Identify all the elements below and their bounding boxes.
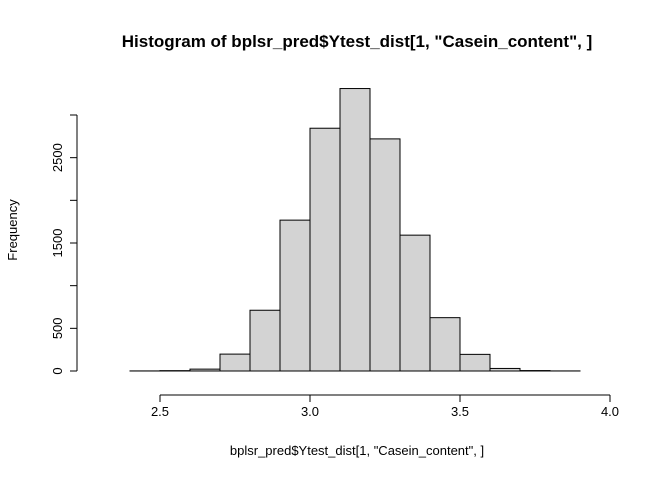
histogram-bar xyxy=(369,138,401,372)
y-tick-label: 1500 xyxy=(50,229,65,258)
x-axis-ticks: 2.5 3.0 3.5 4.0 xyxy=(151,395,619,419)
y-tick-label: 0 xyxy=(50,367,65,374)
x-tick-label: 2.5 xyxy=(151,404,169,419)
y-axis-label: Frequency xyxy=(5,199,20,261)
histogram-bar xyxy=(249,309,281,372)
histogram-bar xyxy=(489,367,521,372)
x-tick-label: 4.0 xyxy=(601,404,619,419)
chart-title: Histogram of bplsr_pred$Ytest_dist[1, "C… xyxy=(122,32,593,51)
histogram-bar xyxy=(459,353,491,372)
x-tick-label: 3.5 xyxy=(451,404,469,419)
y-tick-label: 500 xyxy=(50,317,65,339)
y-axis-ticks: 0 500 1500 2500 xyxy=(50,114,77,375)
histogram-bar xyxy=(399,234,431,372)
histogram-bar xyxy=(309,127,341,372)
bars-group xyxy=(129,88,581,372)
histogram-bar xyxy=(219,353,251,372)
histogram-bar xyxy=(189,368,221,372)
y-tick-label: 2500 xyxy=(50,143,65,172)
histogram-bar xyxy=(279,219,311,372)
x-axis-label: bplsr_pred$Ytest_dist[1, "Casein_content… xyxy=(230,443,484,458)
histogram-bar xyxy=(339,88,371,372)
histogram-bar xyxy=(429,317,461,372)
x-tick-label: 3.0 xyxy=(301,404,319,419)
